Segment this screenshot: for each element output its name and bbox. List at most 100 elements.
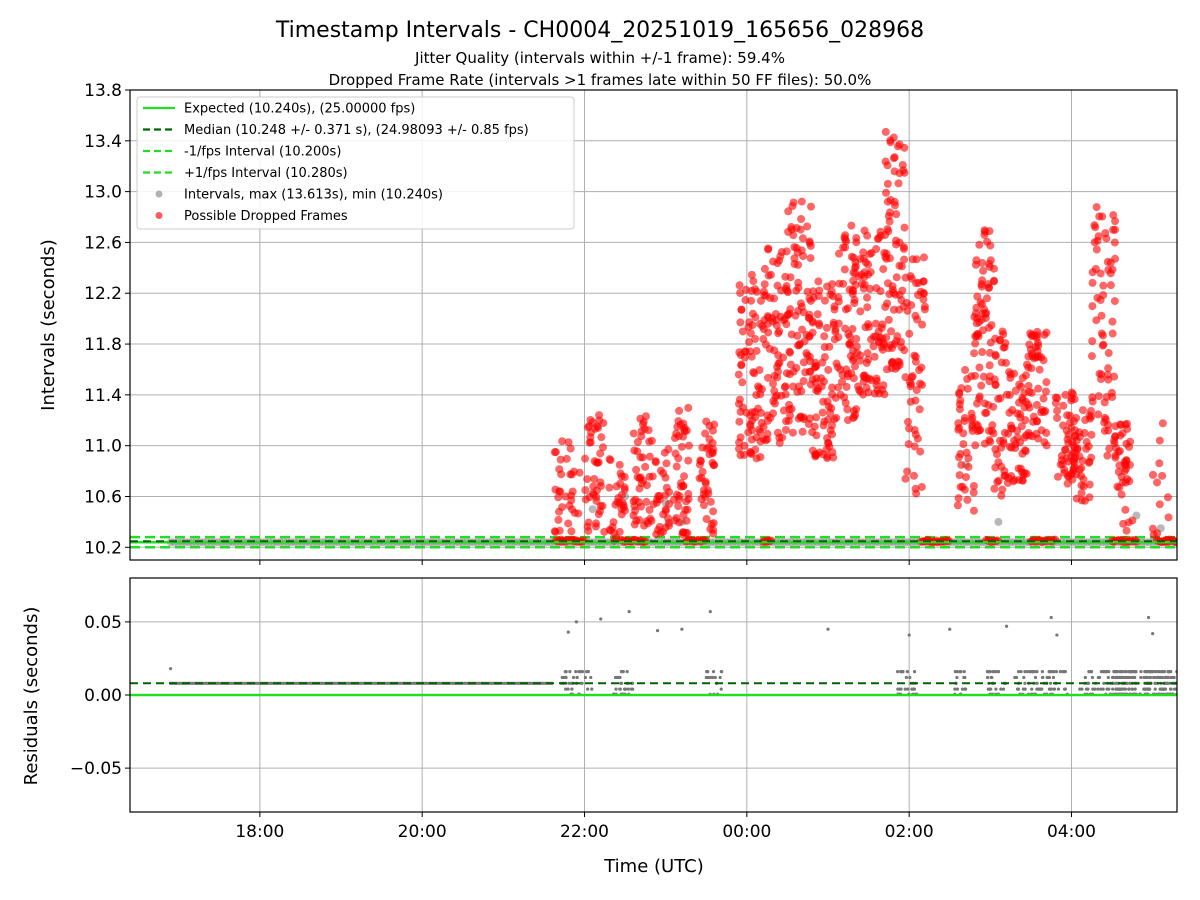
dropped-frame-point xyxy=(886,208,895,217)
residual-point xyxy=(1166,670,1170,674)
dropped-frame-point xyxy=(888,358,897,367)
dropped-frame-point xyxy=(892,240,901,249)
dropped-frame-point xyxy=(555,507,564,516)
dropped-frame-point xyxy=(989,402,998,411)
dropped-frame-point xyxy=(752,346,761,355)
dropped-frame-point xyxy=(1014,475,1023,484)
dropped-frame-point xyxy=(1077,481,1086,490)
dropped-frame-point xyxy=(1090,238,1099,247)
residual-point xyxy=(571,675,576,680)
dropped-frame-point xyxy=(971,309,980,318)
residual-point xyxy=(1169,687,1173,691)
dropped-frame-point xyxy=(1004,429,1013,438)
dropped-frame-point xyxy=(649,500,658,509)
dropped-frame-point xyxy=(1097,311,1106,320)
dropped-frame-point xyxy=(684,441,693,450)
dropped-frame-point xyxy=(841,231,850,240)
dropped-frame-point xyxy=(644,426,653,435)
residual-point xyxy=(1153,687,1157,691)
dropped-frame-point xyxy=(794,278,803,287)
residual-outlier-point xyxy=(574,620,578,624)
dropped-frame-point xyxy=(558,437,567,446)
dropped-frame-point xyxy=(851,258,860,267)
dropped-frame-point xyxy=(812,431,821,440)
dropped-frame-point xyxy=(845,340,854,349)
residual-point xyxy=(568,670,572,674)
dropped-frame-point xyxy=(1095,369,1104,378)
dropped-frame-point xyxy=(843,304,852,313)
dropped-frame-point xyxy=(659,510,668,519)
dropped-frame-point xyxy=(789,198,798,207)
dropped-frame-point xyxy=(828,383,837,392)
dropped-frame-point xyxy=(1027,388,1036,397)
dropped-frame-point xyxy=(901,373,910,382)
dropped-frame-point xyxy=(790,259,799,268)
dropped-frame-point xyxy=(641,462,650,471)
dropped-frame-point xyxy=(1088,302,1097,311)
dropped-frame-point xyxy=(980,230,989,239)
dropped-frame-point xyxy=(586,415,595,424)
residual-point xyxy=(1143,687,1147,691)
dropped-frame-point xyxy=(915,405,924,414)
legend-label: +1/fps Interval (10.280s) xyxy=(184,166,348,181)
y-tick-label: 13.4 xyxy=(84,132,122,152)
residual-point xyxy=(1115,681,1119,685)
dropped-frame-point xyxy=(874,337,883,346)
dropped-frame-point xyxy=(886,138,895,147)
residual-point xyxy=(563,675,567,680)
residual-point xyxy=(1062,670,1066,674)
dropped-frame-point xyxy=(1060,465,1069,474)
dropped-frame-point xyxy=(1032,429,1041,438)
dropped-frame-point xyxy=(893,332,902,341)
dropped-frame-point xyxy=(751,334,760,343)
dropped-frame-point xyxy=(770,399,779,408)
residual-point xyxy=(1084,687,1089,691)
dropped-frame-point xyxy=(975,240,984,249)
dropped-frame-point xyxy=(606,526,615,535)
dropped-frame-point xyxy=(1010,369,1019,378)
dropped-frame-point xyxy=(757,385,766,394)
residual-point xyxy=(718,675,722,680)
dropped-frame-point xyxy=(824,365,833,374)
dropped-frame-point xyxy=(991,463,1000,472)
dropped-frame-point xyxy=(752,454,761,463)
residual-outlier-point xyxy=(1146,615,1151,620)
dropped-frame-point xyxy=(781,425,790,434)
dropped-frame-point xyxy=(661,473,670,482)
dropped-frame-point xyxy=(859,248,868,257)
dropped-frame-point xyxy=(676,482,685,491)
dropped-frame-point xyxy=(620,485,629,494)
dropped-frame-point xyxy=(1087,430,1096,439)
dropped-frame-point xyxy=(684,403,693,412)
residual-point xyxy=(1120,675,1124,680)
y-tick-label: 11.8 xyxy=(84,335,122,355)
residual-point xyxy=(1001,687,1006,691)
dropped-frame-point xyxy=(738,327,747,336)
dropped-frame-point xyxy=(1028,349,1037,358)
dropped-frame-point xyxy=(843,405,852,414)
dropped-frame-point xyxy=(555,526,564,535)
dropped-frame-point xyxy=(1018,468,1027,477)
residual-point xyxy=(621,670,625,674)
dropped-frame-point xyxy=(1088,397,1097,406)
dropped-frame-point xyxy=(568,487,577,496)
residual-point xyxy=(1054,670,1059,674)
dropped-frame-point xyxy=(881,230,890,239)
dropped-frame-point xyxy=(701,429,710,438)
residual-point xyxy=(906,687,910,691)
dropped-frame-point xyxy=(749,277,758,286)
dropped-frame-point xyxy=(989,429,998,438)
dropped-frame-point xyxy=(616,479,625,488)
dropped-frame-point xyxy=(993,477,1002,486)
dropped-frame-point xyxy=(1032,334,1041,343)
dropped-frame-point xyxy=(1020,446,1029,455)
dropped-frame-point xyxy=(911,357,920,366)
residual-point xyxy=(1023,670,1027,674)
dropped-frame-point xyxy=(881,302,890,311)
dropped-frame-point xyxy=(872,376,881,385)
dropped-frame-point xyxy=(1053,472,1062,481)
dropped-frame-point xyxy=(920,305,929,314)
dropped-frame-point xyxy=(845,285,854,294)
residual-point xyxy=(955,687,960,691)
dropped-frame-point xyxy=(969,506,978,515)
